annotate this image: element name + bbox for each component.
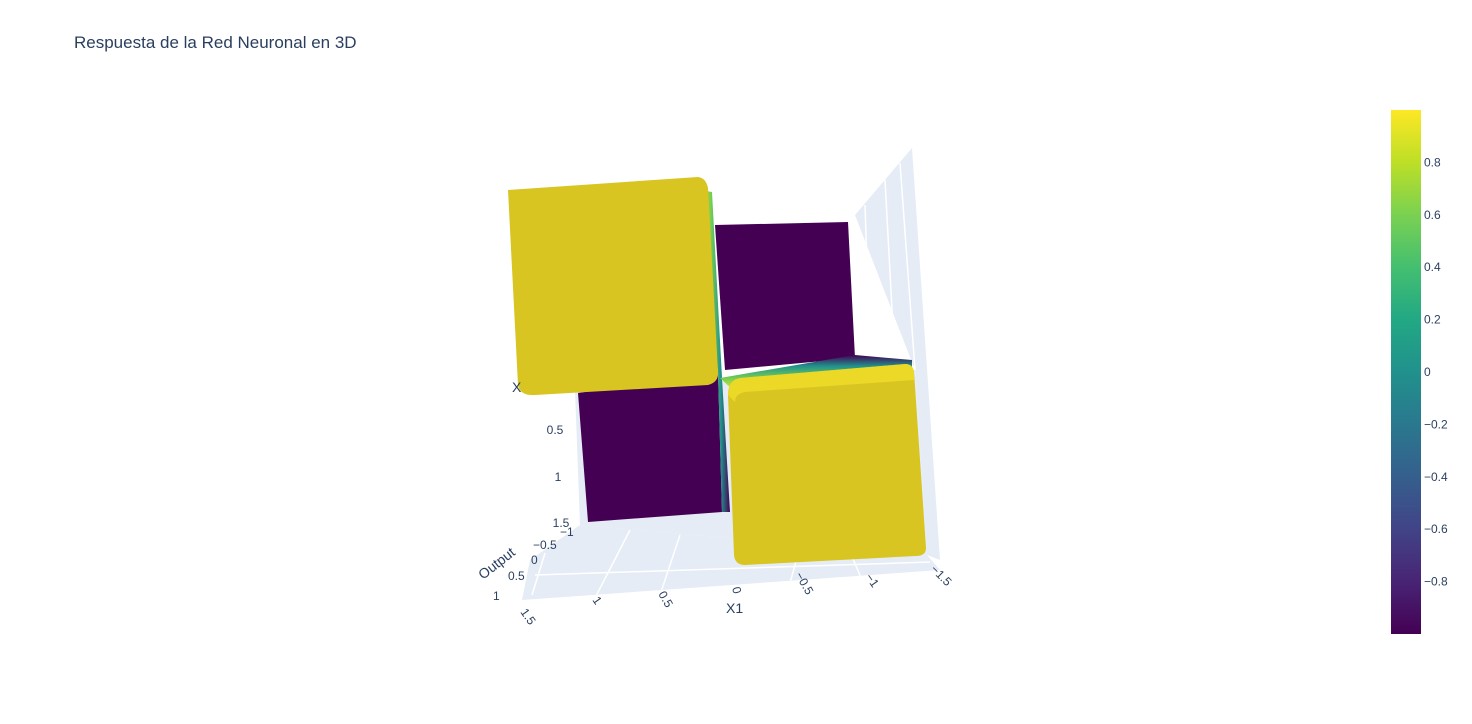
chart-title: Respuesta de la Red Neuronal en 3D [74, 33, 357, 52]
colorbar-tick-label: −0.4 [1424, 470, 1448, 484]
surface[interactable] [508, 177, 926, 565]
surface-region-high-bottom-right [728, 364, 926, 565]
colorbar-gradient [1391, 110, 1421, 634]
colorbar-tick-label: 0.8 [1424, 155, 1441, 169]
z-tick-label: 1 [493, 589, 500, 603]
x-axis-label: X1 [726, 600, 743, 616]
y-axis-label: X [512, 379, 522, 395]
y-tick-label: 1 [555, 470, 562, 484]
x-tick-label: 0 [729, 585, 744, 595]
colorbar: 0.8 0.6 0.4 0.2 0 −0.2 −0.4 −0.6 −0.8 [1391, 110, 1448, 634]
surface-region-transition-v [700, 190, 730, 512]
surface-region-high-top-left [508, 177, 719, 396]
x-tick-label: 1 [590, 594, 605, 608]
colorbar-tick-label: −0.8 [1424, 575, 1448, 589]
y-tick-label: 0.5 [547, 423, 564, 437]
colorbar-tick-label: 0.4 [1424, 260, 1441, 274]
colorbar-tick-label: 0 [1424, 365, 1431, 379]
surface-region-low-bottom [578, 372, 722, 522]
colorbar-tick-label: 0.6 [1424, 208, 1441, 222]
x-tick-label: 1.5 [518, 606, 539, 628]
z-tick-label: −0.5 [533, 538, 557, 552]
z-axis-ticks: −1 −0.5 0 0.5 1 [493, 525, 574, 603]
colorbar-tick-label: −0.2 [1424, 417, 1448, 431]
y-tick-label: 1.5 [553, 516, 570, 530]
colorbar-tick-label: −0.6 [1424, 522, 1448, 536]
colorbar-tick-label: 0.2 [1424, 313, 1441, 327]
z-tick-label: 0 [531, 553, 538, 567]
y-axis-ticks: 0.5 1 1.5 [547, 423, 570, 530]
x-tick-label: 0.5 [655, 589, 676, 611]
z-tick-label: −1 [560, 525, 574, 539]
z-tick-label: 0.5 [508, 569, 525, 583]
surface-region-low-top [715, 222, 855, 370]
